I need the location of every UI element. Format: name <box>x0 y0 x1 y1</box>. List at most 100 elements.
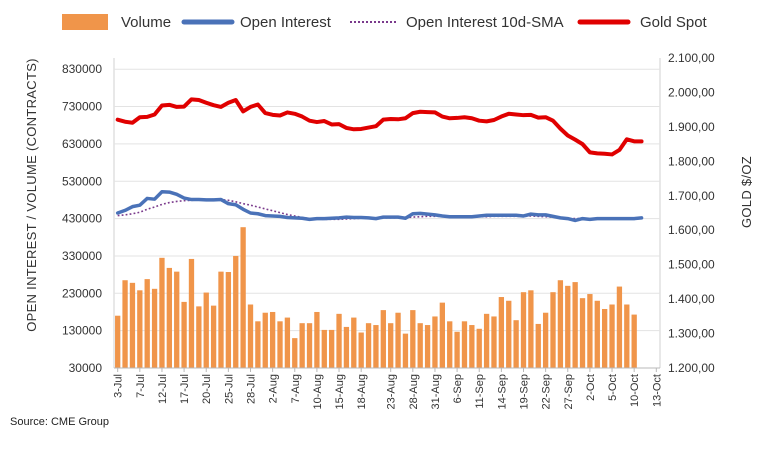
x-tick-label: 7-Aug <box>290 374 302 403</box>
x-tick-label: 20-Jul <box>201 374 213 404</box>
volume-bar <box>447 321 453 368</box>
volume-bar <box>594 300 600 368</box>
volume-bar <box>491 316 497 368</box>
volume-bar <box>498 297 505 368</box>
x-tick-label: 7-Jul <box>135 374 147 398</box>
volume-bar <box>395 312 401 368</box>
volume-bar <box>336 313 342 368</box>
volume-bar <box>432 316 438 368</box>
volume-bar <box>210 305 217 368</box>
series-lines <box>115 97 644 223</box>
volume-bar <box>306 323 313 368</box>
volume-bar <box>572 282 578 368</box>
volume-bar <box>439 302 445 368</box>
open-interest-line <box>115 189 644 223</box>
volume-bar <box>144 279 150 368</box>
x-tick-label: 18-Aug <box>356 374 368 409</box>
x-tick-label: 13-Oct <box>651 374 663 407</box>
right-tick-label: 1.900,00 <box>668 120 715 134</box>
x-tick-label: 15-Aug <box>334 374 346 409</box>
volume-bar <box>122 280 128 368</box>
volume-bar <box>631 314 637 368</box>
left-tick-label: 330000 <box>62 249 102 263</box>
volume-bar <box>624 304 630 368</box>
volume-bar <box>321 329 327 368</box>
left-tick-label: 730000 <box>62 100 102 114</box>
volume-bar <box>417 323 423 368</box>
x-tick-label: 25-Jul <box>223 374 235 404</box>
x-tick-label: 6-Sep <box>452 374 464 403</box>
volume-bar <box>365 323 372 368</box>
volume-bar <box>292 338 298 368</box>
gold-spot-line <box>115 97 644 157</box>
volume-bar <box>218 271 224 368</box>
right-tick-label: 1.700,00 <box>668 189 715 203</box>
x-axis-ticks: 3-Jul 7-Jul 12-Jul 17-Jul 20-Jul 25-Jul 28-Jul… <box>113 368 663 409</box>
x-tick-label: 11-Sep <box>474 374 486 409</box>
volume-bar <box>196 306 202 368</box>
volume-bar <box>506 300 512 368</box>
volume-bar <box>262 312 268 368</box>
x-tick-label: 27-Sep <box>563 374 575 409</box>
volume-bar <box>469 325 475 368</box>
volume-bar <box>137 290 143 368</box>
volume-bar <box>388 323 394 368</box>
volume-bar <box>454 331 460 368</box>
volume-bar <box>343 326 350 368</box>
volume-bar <box>579 298 586 368</box>
volume-bar <box>255 321 261 368</box>
left-tick-label: 530000 <box>62 174 102 188</box>
x-tick-label: 17-Jul <box>179 374 191 404</box>
volume-bar <box>115 315 121 368</box>
volume-bar <box>609 304 615 368</box>
volume-bar <box>225 272 232 368</box>
volume-bar <box>314 311 320 368</box>
x-tick-label: 10-Aug <box>312 374 324 409</box>
volume-bar <box>616 286 623 368</box>
x-tick-label: 19-Sep <box>519 374 531 409</box>
volume-bar <box>129 282 136 368</box>
volume-bar <box>587 294 593 368</box>
right-tick-label: 1.400,00 <box>668 292 715 306</box>
right-tick-label: 1.600,00 <box>668 223 715 237</box>
right-axis-ticks: 1.200,00 1.300,00 1.400,00 1.500,00 1.600,00… <box>668 51 715 375</box>
x-tick-label: 12-Jul <box>157 374 169 404</box>
volume-bar <box>557 280 564 368</box>
legend-gold-label: Gold Spot <box>640 14 708 31</box>
volume-bar <box>513 320 519 368</box>
volume-bar <box>380 310 386 368</box>
volume-bar <box>284 317 291 368</box>
volume-bar <box>203 292 209 368</box>
right-tick-label: 1.500,00 <box>668 258 715 272</box>
left-tick-label: 430000 <box>62 212 102 226</box>
volume-bar <box>269 311 276 368</box>
x-tick-label: 5-Oct <box>607 374 619 401</box>
right-axis-title: GOLD $/OZ <box>739 156 754 228</box>
volume-bar <box>151 288 158 368</box>
x-tick-label: 14-Sep <box>496 374 508 409</box>
x-tick-label: 2-Oct <box>585 374 597 401</box>
x-tick-label: 23-Aug <box>386 374 398 409</box>
volume-bar <box>247 304 254 368</box>
volume-bar <box>351 317 357 368</box>
volume-bar <box>358 332 364 368</box>
volume-bar <box>550 292 556 368</box>
volume-bar <box>520 292 527 368</box>
volume-bar <box>159 257 165 368</box>
volume-bar <box>174 271 180 368</box>
volume-bar <box>299 323 305 368</box>
volume-bar <box>373 325 379 368</box>
volume-bar <box>483 313 490 368</box>
legend-volume-label: Volume <box>121 14 171 31</box>
left-tick-label: 130000 <box>62 324 102 338</box>
left-tick-label: 30000 <box>69 361 103 375</box>
volume-bar <box>424 325 431 368</box>
volume-bar <box>602 308 608 368</box>
volume-bar <box>476 328 482 368</box>
volume-bar <box>402 333 409 368</box>
x-tick-label: 10-Oct <box>629 374 641 407</box>
x-tick-label: 2-Aug <box>268 374 280 403</box>
volume-bar <box>528 290 534 368</box>
right-tick-label: 2.100,00 <box>668 51 715 65</box>
